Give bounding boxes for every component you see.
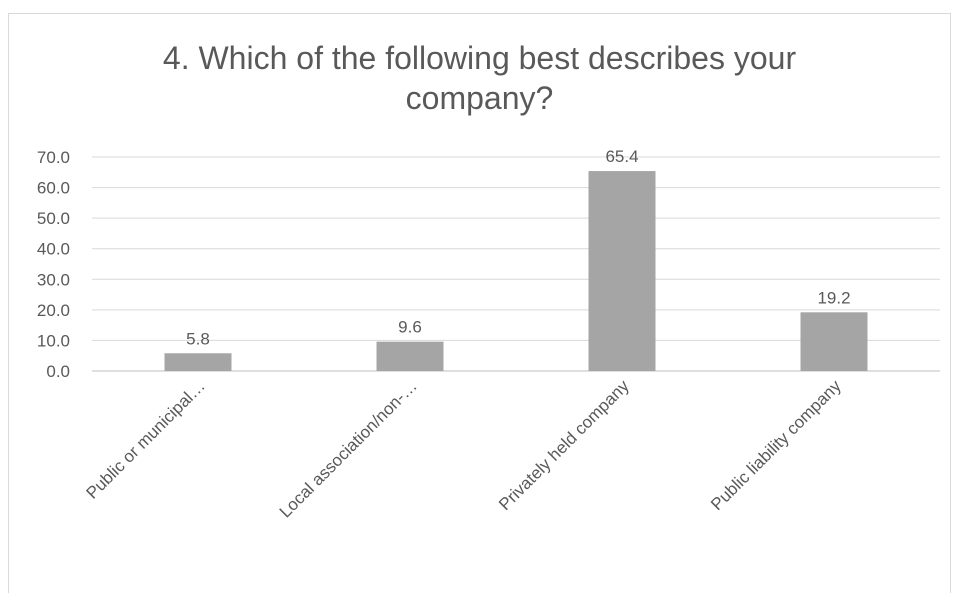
bar <box>588 171 656 371</box>
y-tick-label: 10.0 <box>37 331 70 350</box>
bar <box>376 341 444 371</box>
data-label: 19.2 <box>817 288 850 307</box>
bar <box>164 353 232 371</box>
chart-frame <box>8 13 951 593</box>
gridlines <box>92 156 940 372</box>
y-tick-label: 70.0 <box>37 148 70 167</box>
y-axis-ticks: 0.0 10.0 20.0 30.0 40.0 50.0 60.0 70.0 <box>37 148 70 381</box>
y-tick-label: 20.0 <box>37 301 70 320</box>
bar-chart: 0.0 10.0 20.0 30.0 40.0 50.0 60.0 70.0 5.8 9.6 65… <box>37 147 940 521</box>
x-tick-label: Privately held company <box>495 376 633 514</box>
bars <box>164 171 868 371</box>
x-tick-label: Public or municipal… <box>82 376 208 502</box>
y-tick-label: 30.0 <box>37 270 70 289</box>
x-tick-label: Public liability company <box>707 376 845 514</box>
x-tick-label: Local association/non-… <box>276 376 421 521</box>
y-tick-label: 50.0 <box>37 209 70 228</box>
bar <box>800 312 868 371</box>
y-tick-label: 60.0 <box>37 179 70 198</box>
data-labels: 5.8 9.6 65.4 19.2 <box>186 147 850 348</box>
data-label: 9.6 <box>398 318 422 337</box>
data-label: 65.4 <box>605 147 638 166</box>
data-label: 5.8 <box>186 329 210 348</box>
x-axis-ticks: Public or municipal… Local association/no… <box>82 376 845 521</box>
y-tick-label: 40.0 <box>37 240 70 259</box>
y-tick-label: 0.0 <box>46 362 70 381</box>
